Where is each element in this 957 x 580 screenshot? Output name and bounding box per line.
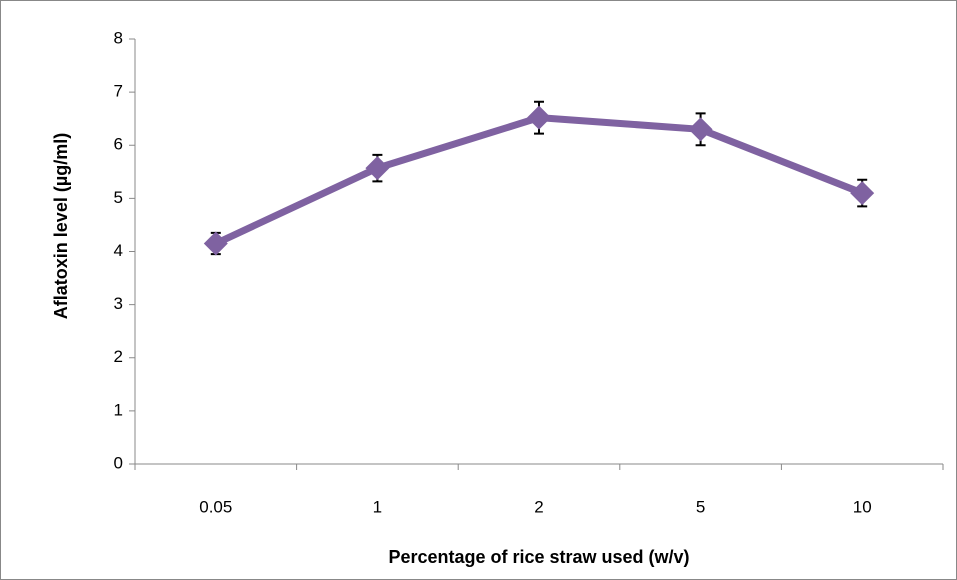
y-tick-label: 4 xyxy=(114,241,123,260)
y-tick-label: 7 xyxy=(114,82,123,101)
y-tick-label: 0 xyxy=(114,453,123,472)
marker xyxy=(688,117,713,142)
x-tick-label: 0.05 xyxy=(199,497,232,516)
x-tick-label: 5 xyxy=(696,497,705,516)
y-tick-label: 1 xyxy=(114,400,123,419)
marker xyxy=(850,181,875,206)
x-tick-label: 2 xyxy=(534,497,543,516)
x-tick-label: 1 xyxy=(373,497,382,516)
x-tick-label: 10 xyxy=(853,497,872,516)
marker xyxy=(203,231,228,256)
y-axis-title: Aflatoxin level (µg/ml) xyxy=(51,133,71,319)
y-tick-label: 3 xyxy=(114,294,123,313)
y-tick-label: 8 xyxy=(114,28,123,47)
marker xyxy=(365,156,390,181)
y-tick-label: 5 xyxy=(114,188,123,207)
y-tick-label: 6 xyxy=(114,135,123,154)
marker xyxy=(527,105,551,130)
x-axis-title: Percentage of rice straw used (w/v) xyxy=(388,547,689,567)
y-tick-label: 2 xyxy=(114,347,123,366)
